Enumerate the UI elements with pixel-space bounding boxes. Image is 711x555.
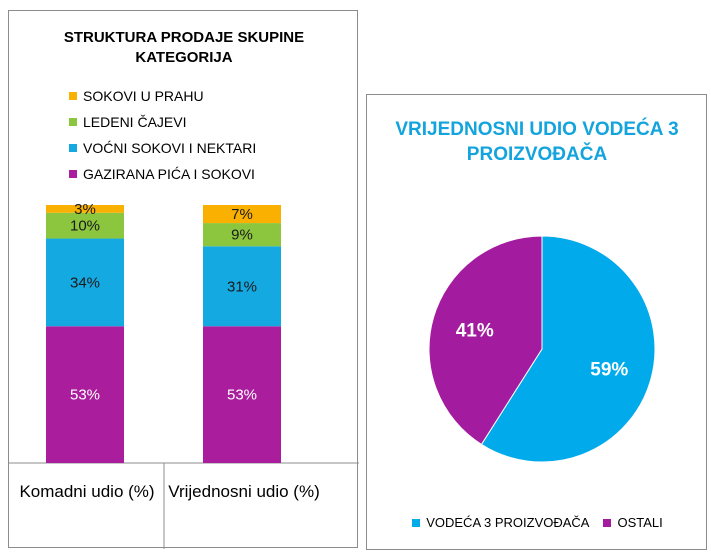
legend-item-sokovi-u-prahu: SOKOVI U PRAHU <box>69 83 256 109</box>
bar-segment <box>46 238 124 327</box>
legend-item-vodeca-3: VODEĆA 3 PROIZVOĐAČA <box>412 515 589 530</box>
pie-chart-legend: VODEĆA 3 PROIZVOĐAČA OSTALI <box>367 515 708 530</box>
legend-swatch <box>603 518 612 527</box>
bar-segment <box>203 246 281 327</box>
legend-item-ledeni-cajevi: LEDENI ČAJEVI <box>69 109 256 135</box>
pie-slice-label: 41% <box>456 320 494 341</box>
data-label: 3% <box>74 201 96 218</box>
data-label: 10% <box>70 218 100 235</box>
pie-plot: 59% 41% <box>428 235 656 463</box>
legend-swatch <box>69 144 77 152</box>
chart-title: STRUKTURA PRODAJE SKUPINE KATEGORIJA <box>63 29 305 66</box>
bar-segment <box>203 223 281 247</box>
bar-segment <box>203 205 281 224</box>
legend-swatch <box>69 92 77 100</box>
bar-chart-legend: SOKOVI U PRAHU LEDENI ČAJEVI VOĆNI SOKOV… <box>69 83 256 187</box>
legend-swatch <box>69 118 77 126</box>
legend-label: VODEĆA 3 PROIZVOĐAČA <box>426 515 590 530</box>
data-label: 9% <box>231 227 253 244</box>
bar-segment <box>46 212 124 239</box>
bar-segment <box>46 205 124 213</box>
chart-title: VRIJEDNOSNI UDIO VODEĆA 3 PROIZVOĐAČA <box>395 119 679 165</box>
legend-swatch <box>69 170 77 178</box>
data-label: 53% <box>70 387 100 404</box>
stacked-bar-chart-panel: STRUKTURA PRODAJE SKUPINE KATEGORIJA SOK… <box>8 10 359 549</box>
legend-label: SOKOVI U PRAHU <box>83 88 204 104</box>
x-tick-label-komadni: Komadni udio (%) <box>19 482 155 501</box>
legend-item-gazirana: GAZIRANA PIĆA I SOKOVI <box>69 161 256 187</box>
bar-segment <box>46 326 124 463</box>
legend-label: GAZIRANA PIĆA I SOKOVI <box>83 166 255 182</box>
data-label: 53% <box>227 387 257 404</box>
bar-segment <box>203 326 281 463</box>
data-label: 34% <box>70 274 100 291</box>
pie-slice <box>480 235 656 463</box>
pie-chart-panel: VRIJEDNOSNI UDIO VODEĆA 3 PROIZVOĐAČA 59… <box>366 94 707 550</box>
legend-label: VOĆNI SOKOVI I NEKTARI <box>83 140 257 156</box>
stacked-bar-plot: 53% 34% 10%3% 53% 31% 9% 7% <box>9 201 359 549</box>
data-label: 7% <box>231 206 253 223</box>
legend-swatch <box>412 518 421 527</box>
pie-slice-label: 59% <box>590 360 628 381</box>
x-tick-label-vrijednosni: Vrijednosni udio (%) <box>168 482 320 501</box>
pie-slice <box>428 235 543 446</box>
legend-item-vocni-sokovi: VOĆNI SOKOVI I NEKTARI <box>69 135 256 161</box>
legend-item-ostali: OSTALI <box>603 515 663 530</box>
legend-label: LEDENI ČAJEVI <box>83 114 187 130</box>
data-label: 31% <box>227 278 257 295</box>
legend-label: OSTALI <box>617 515 663 530</box>
